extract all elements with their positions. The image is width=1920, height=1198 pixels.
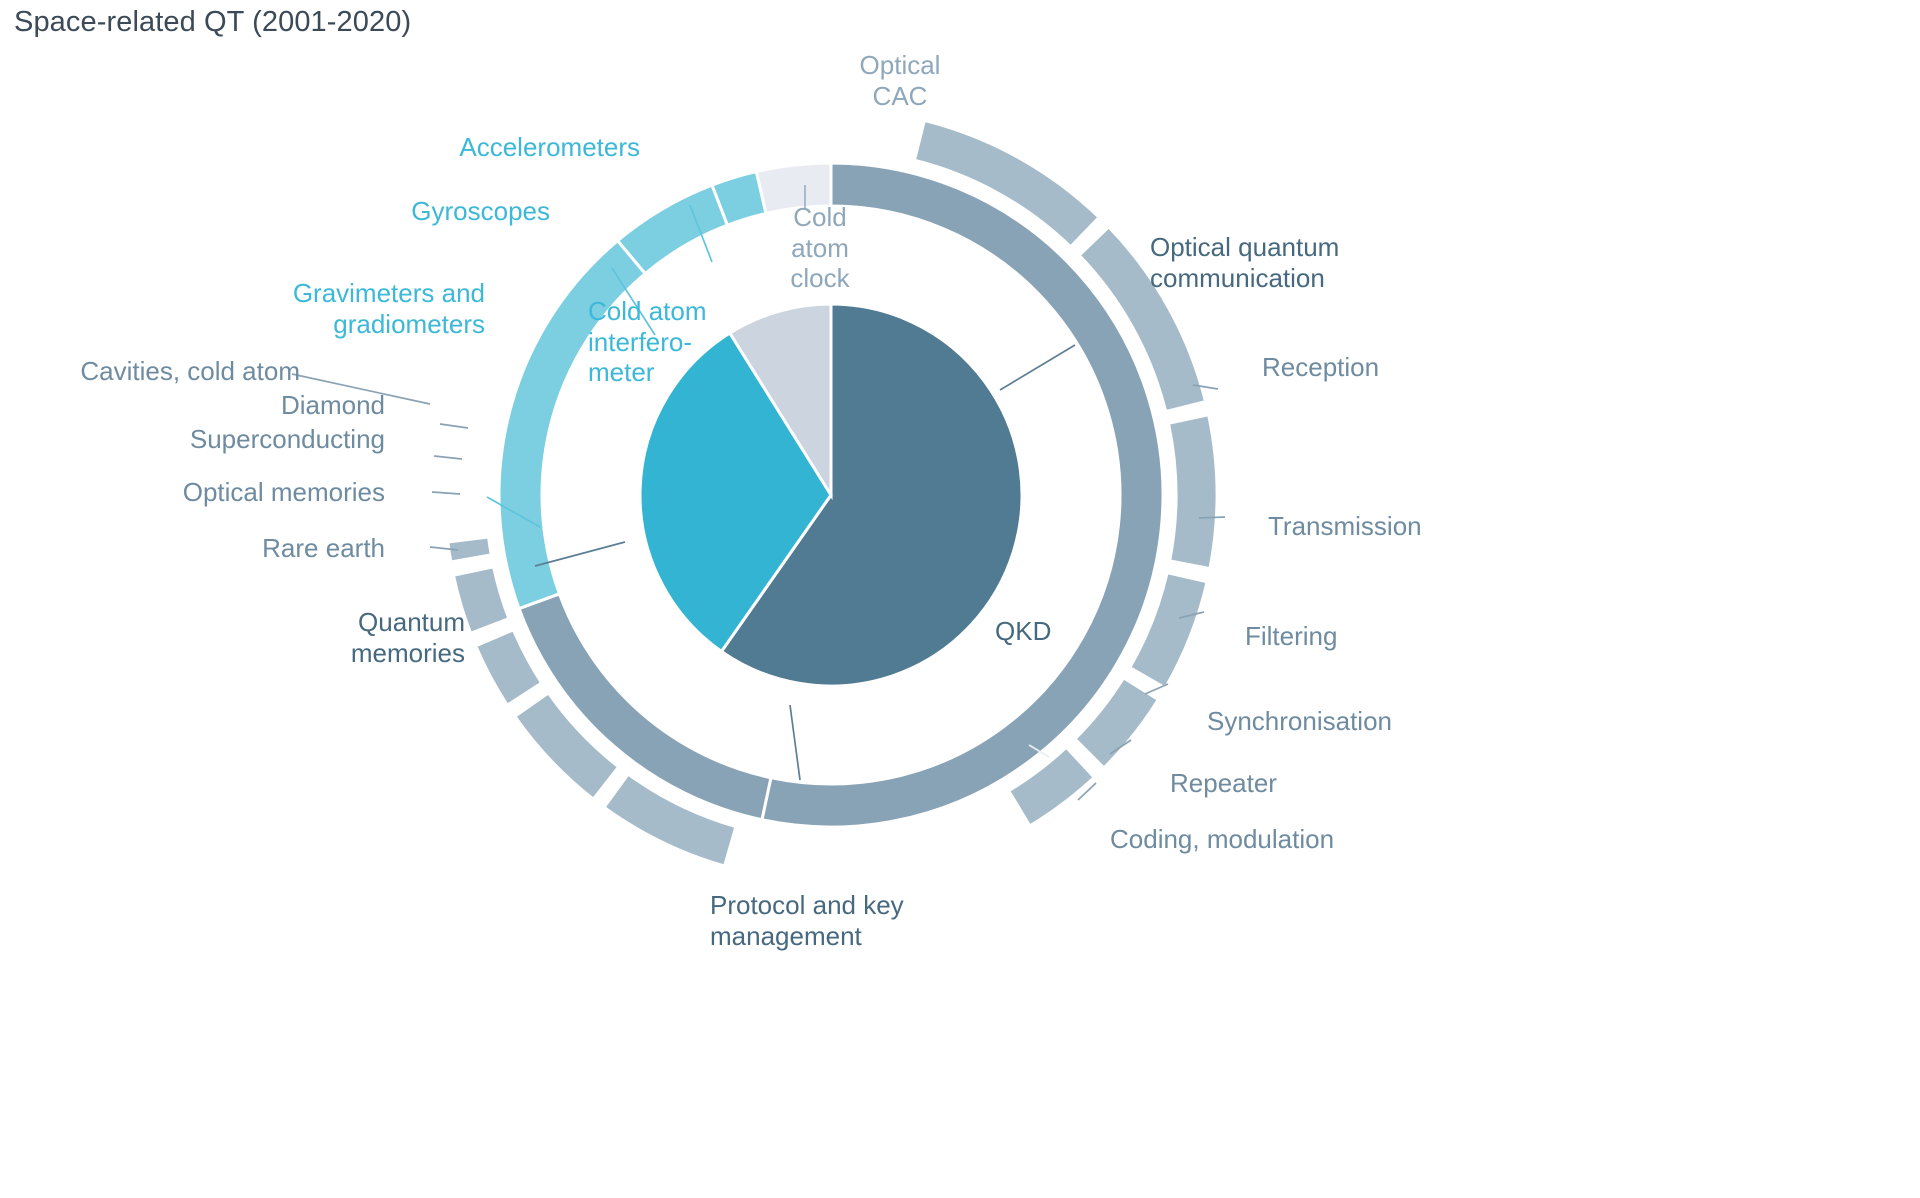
label-gravimeters-gradiometers: Gravimeters and gradiometers (180, 278, 485, 339)
label-repeater: Repeater (1170, 768, 1470, 799)
label-optical-cac: Optical CAC (820, 50, 980, 111)
label-cold-atom-clock: Cold atom clock (750, 202, 890, 294)
tick-superconducting (434, 456, 462, 459)
label-optical-memories: Optical memories (60, 477, 385, 508)
label-rare-earth: Rare earth (60, 533, 385, 564)
label-superconducting: Superconducting (60, 424, 385, 455)
tick-optical-memories (432, 492, 460, 494)
outer-ring-filtering[interactable] (1168, 415, 1217, 569)
label-synchronisation: Synchronisation (1207, 706, 1537, 737)
tick-diamond (440, 424, 468, 428)
label-quantum-memories: Quantum memories (180, 607, 465, 668)
label-coding-modulation: Coding, modulation (1110, 824, 1440, 855)
label-reception: Reception (1262, 352, 1562, 383)
label-accelerometers: Accelerometers (210, 132, 640, 163)
label-gyroscopes: Gyroscopes (210, 196, 550, 227)
label-optical-quantum-communication: Optical quantum communication (1150, 232, 1480, 293)
label-protocol-key-management: Protocol and key management (710, 890, 1040, 951)
label-qkd: QKD (995, 616, 1115, 647)
leader-protocol-2 (790, 705, 800, 780)
label-diamond: Diamond (60, 390, 385, 421)
sunburst-chart (0, 0, 1920, 1198)
label-cold-atom-interferometer: Cold atom interfero- meter (588, 296, 788, 388)
label-filtering: Filtering (1245, 621, 1545, 652)
tick-transmission (1199, 517, 1225, 518)
leader-qkd-outer (1000, 345, 1075, 390)
label-cavities-cold-atom: Cavities, cold atom (0, 356, 300, 387)
label-transmission: Transmission (1268, 511, 1568, 542)
